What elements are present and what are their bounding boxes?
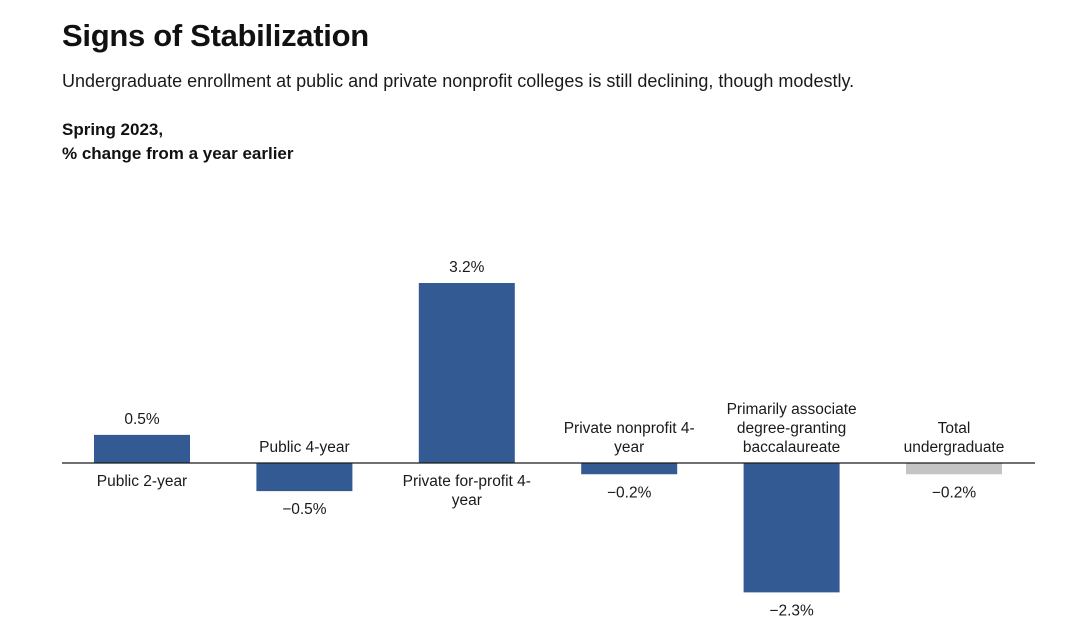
category-label-primarily-associate-degree-granting-baccalaureate-line-3: baccalaureate: [743, 439, 840, 456]
series-label-measure: % change from a year earlier: [62, 144, 294, 163]
series-label-period: Spring 2023,: [62, 120, 164, 139]
bar-private-for-profit-4-year: [418, 283, 515, 463]
category-label-primarily-associate-degree-granting-baccalaureate-line-1: Primarily associate: [727, 401, 857, 418]
bar-private-nonprofit-4-year: [581, 463, 678, 475]
category-label-total-undergraduate-line-1: Total: [938, 420, 971, 437]
category-label-primarily-associate-degree-granting-baccalaureate-line-2: degree-granting: [737, 420, 846, 437]
category-label-public-2-year-line-1: Public 2-year: [97, 473, 187, 490]
category-label-private-for-profit-4-year-line-2: year: [452, 492, 482, 509]
chart-title: Signs of Stabilization: [62, 18, 369, 53]
category-label-private-nonprofit-4-year-line-1: Private nonprofit 4-: [564, 420, 695, 437]
bar-public-4-year: [256, 463, 353, 492]
category-label-total-undergraduate-line-2: undergraduate: [904, 439, 1005, 456]
category-label-private-for-profit-4-year-line-1: Private for-profit 4-: [403, 473, 531, 490]
value-label-public-2-year: 0.5%: [124, 411, 160, 428]
bar-primarily-associate-degree-granting-baccalaureate: [743, 463, 840, 593]
chart-subtitle: Undergraduate enrollment at public and p…: [62, 71, 855, 91]
bar-public-2-year: [94, 434, 190, 463]
value-label-primarily-associate-degree-granting-baccalaureate: −2.3%: [769, 602, 814, 619]
value-label-private-for-profit-4-year: 3.2%: [449, 259, 485, 276]
bar-total-undergraduate: [906, 463, 1002, 475]
category-label-public-4-year-line-1: Public 4-year: [259, 439, 349, 456]
value-label-private-nonprofit-4-year: −0.2%: [607, 484, 652, 501]
value-label-total-undergraduate: −0.2%: [932, 484, 977, 501]
labels-layer: 0.5% Public 2-year −0.5% Public 4-year 3.2% P…: [97, 259, 1005, 619]
series-label: Spring 2023, % change from a year earlie…: [62, 118, 294, 166]
category-label-private-nonprofit-4-year-line-2: year: [614, 439, 644, 456]
bars-layer: [94, 283, 1002, 593]
value-label-public-4-year: −0.5%: [282, 501, 327, 518]
